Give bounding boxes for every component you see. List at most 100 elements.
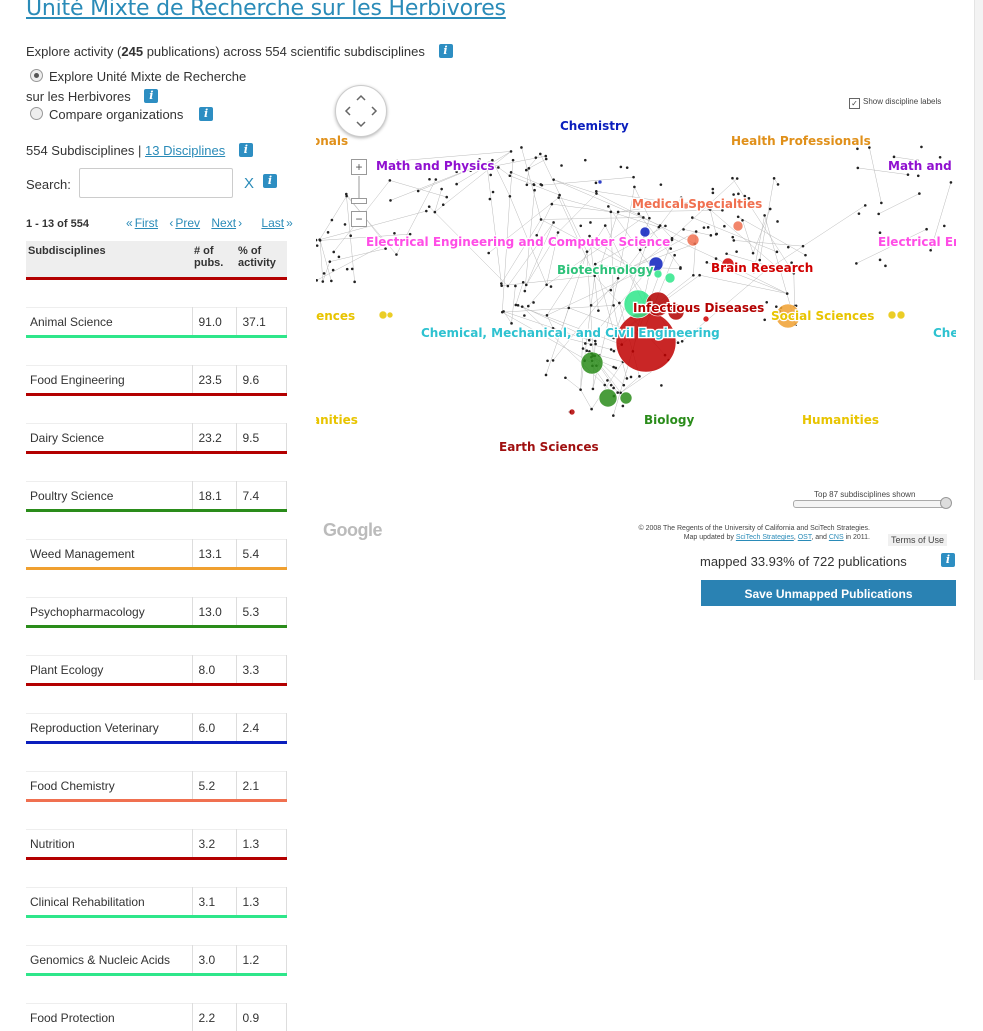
activity-node[interactable] — [569, 409, 575, 415]
discipline-label[interactable]: Earth Sciences — [499, 440, 599, 454]
radio-compare-orgs[interactable]: Compare organizations i — [30, 107, 213, 122]
activity-node[interactable] — [703, 316, 709, 322]
discipline-label[interactable]: Math and P — [888, 159, 956, 173]
cns-link[interactable]: CNS — [829, 534, 844, 541]
pager-prev[interactable]: ‹Prev — [169, 216, 200, 230]
map-pan-control[interactable] — [335, 85, 387, 137]
discipline-label[interactable]: Biotechnology — [557, 263, 654, 277]
discipline-label[interactable]: Health Professionals — [731, 134, 871, 148]
discipline-label[interactable]: onals — [316, 134, 348, 148]
map-node — [595, 192, 598, 195]
activity-node[interactable] — [665, 273, 675, 283]
science-map-graph[interactable]: Chemistry Health Professionals Math and Ph… — [316, 76, 956, 546]
map-node — [428, 205, 431, 208]
info-icon[interactable]: i — [263, 174, 277, 188]
discipline-label[interactable]: Math and Physics — [376, 159, 495, 173]
discipline-label[interactable]: Biology — [644, 413, 694, 427]
map-node — [532, 183, 535, 186]
map-node — [545, 283, 548, 286]
pager-last[interactable]: Last» — [261, 216, 300, 230]
info-icon[interactable]: i — [144, 89, 158, 103]
radio-selected-icon[interactable] — [30, 69, 43, 82]
subdiscipline-slider-handle[interactable] — [940, 497, 952, 509]
map-node — [715, 233, 718, 236]
discipline-label[interactable]: Electrical En — [878, 235, 956, 249]
activity-node[interactable] — [620, 392, 632, 404]
pan-arrows-icon[interactable] — [336, 86, 386, 136]
zoom-out-button[interactable]: − — [351, 211, 367, 227]
discipline-label[interactable]: Humanities — [802, 413, 879, 427]
map-nodes — [316, 146, 952, 417]
activity-node[interactable] — [888, 311, 896, 319]
discipline-label[interactable]: Chemical, Mechanical, and Civil Engineer… — [421, 326, 720, 340]
search-clear-button[interactable]: X — [244, 175, 254, 192]
row-color-bar-cell — [26, 279, 287, 308]
save-unmapped-button[interactable]: Save Unmapped Publications — [701, 580, 956, 606]
discipline-label[interactable]: Brain Research — [711, 261, 813, 275]
info-icon[interactable]: i — [199, 107, 213, 121]
activity-node[interactable] — [598, 180, 602, 184]
activity-node[interactable] — [379, 311, 387, 319]
discipline-label[interactable]: anities — [316, 413, 358, 427]
pager-last-label[interactable]: Last — [261, 216, 284, 230]
disciplines-link[interactable]: 13 Disciplines — [145, 143, 225, 158]
activity-node[interactable] — [897, 311, 905, 319]
subdiscipline-slider-track[interactable] — [793, 500, 951, 508]
discipline-label[interactable]: Electrical Engineering and Computer Scie… — [366, 235, 670, 249]
show-labels-toggle[interactable]: ✓Show discipline labels — [849, 97, 941, 109]
scitech-link[interactable]: SciTech Strategies — [736, 534, 794, 541]
activity-node[interactable] — [387, 312, 393, 318]
page-title[interactable]: Unité Mixte de Recherche sur les Herbivo… — [26, 0, 506, 21]
discipline-label[interactable]: Infectious Diseases — [633, 301, 764, 315]
terms-of-use-link[interactable]: Terms of Use — [888, 534, 947, 546]
map-node — [626, 166, 629, 169]
activity-node[interactable] — [581, 352, 603, 374]
info-icon[interactable]: i — [941, 553, 955, 567]
pager-first[interactable]: «First — [126, 216, 158, 230]
discipline-label[interactable]: Che — [933, 326, 956, 340]
discipline-label[interactable]: Chemistry — [560, 119, 629, 133]
pager-next-label[interactable]: Next — [211, 216, 236, 230]
activity-node[interactable] — [616, 312, 676, 372]
info-icon[interactable]: i — [439, 44, 453, 58]
activity-node[interactable] — [599, 389, 617, 407]
radio-unselected-icon[interactable] — [30, 107, 43, 120]
header-subdisciplines[interactable]: Subdisciplines — [26, 241, 192, 279]
radio-compare-label: Compare organizations — [49, 107, 183, 122]
discipline-label[interactable]: iences — [316, 309, 355, 323]
activity-node[interactable] — [687, 234, 699, 246]
discipline-label[interactable]: Social Sciences — [771, 309, 874, 323]
zoom-slider-thumb[interactable] — [351, 198, 367, 204]
pager-next[interactable]: Next› — [211, 216, 250, 230]
info-icon[interactable]: i — [239, 143, 253, 157]
subdiscipline-name: Clinical Rehabilitation — [26, 888, 192, 917]
explore-suffix: publications) across 554 scientific subd… — [143, 44, 425, 59]
activity-node[interactable] — [733, 221, 743, 231]
discipline-label[interactable]: Medical Specialties — [632, 197, 762, 211]
zoom-in-button[interactable]: + — [351, 159, 367, 175]
subdisciplines-count[interactable]: 554 Subdisciplines — [26, 143, 134, 158]
science-map[interactable]: Chemistry Health Professionals Math and Ph… — [316, 76, 956, 546]
radio-explore-org[interactable]: Explore Unité Mixte de Recherche — [30, 69, 246, 84]
checkbox-checked-icon[interactable]: ✓ — [849, 98, 860, 109]
search-input[interactable] — [79, 168, 233, 198]
activity-node[interactable] — [654, 270, 662, 278]
ost-link[interactable]: OST — [798, 534, 812, 541]
pager-prev-label[interactable]: Prev — [175, 216, 200, 230]
pager-first-label[interactable]: First — [135, 216, 158, 230]
